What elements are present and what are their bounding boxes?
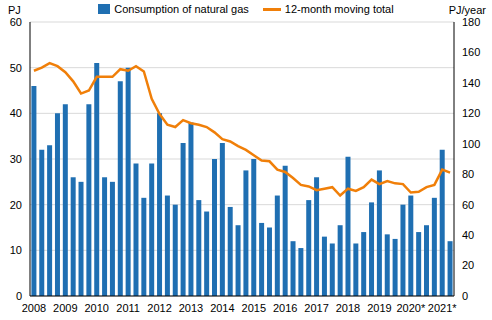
svg-text:2013: 2013 [179,302,203,314]
svg-text:2010: 2010 [84,302,108,314]
svg-text:40: 40 [10,107,22,119]
svg-text:60: 60 [462,199,474,211]
svg-text:2016: 2016 [273,302,297,314]
svg-text:140: 140 [462,77,480,89]
svg-text:80: 80 [462,168,474,180]
svg-text:10: 10 [10,244,22,256]
svg-text:20: 20 [10,199,22,211]
svg-text:50: 50 [10,62,22,74]
svg-text:180: 180 [462,16,480,28]
svg-text:2019: 2019 [367,302,391,314]
html-text:PJ: PJ [8,4,21,16]
svg-text:2009: 2009 [53,302,77,314]
svg-text:160: 160 [462,46,480,58]
svg-text:2017: 2017 [304,302,328,314]
html-text:Consumption of natural gas: Consumption of natural gas [114,3,249,15]
svg-text:60: 60 [10,16,22,28]
svg-text:0: 0 [462,290,468,302]
svg-text:2018: 2018 [336,302,360,314]
svg-text:2014: 2014 [210,302,234,314]
svg-text:120: 120 [462,107,480,119]
svg-text:0: 0 [16,290,22,302]
svg-text:2008: 2008 [22,302,46,314]
svg-text:2020*: 2020* [396,302,425,314]
svg-text:2021*: 2021* [428,302,457,314]
svg-text:100: 100 [462,138,480,150]
svg-text:2015: 2015 [242,302,266,314]
svg-text:2011: 2011 [116,302,140,314]
svg-text:30: 30 [10,153,22,165]
svg-text:2012: 2012 [147,302,171,314]
svg-text:40: 40 [462,229,474,241]
html-text:PJ/year: PJ/year [448,4,486,16]
svg-text:20: 20 [462,259,474,271]
html-text:12-month moving total: 12-month moving total [284,3,394,15]
